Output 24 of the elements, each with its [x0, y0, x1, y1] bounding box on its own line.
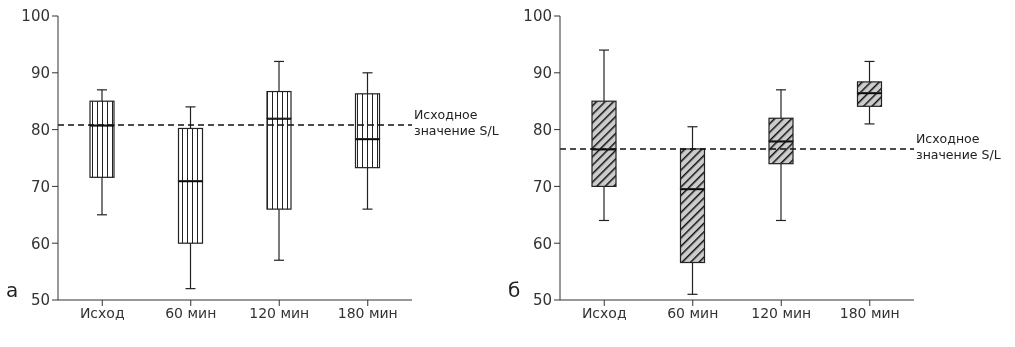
y-tick-label: 90 — [532, 64, 552, 83]
y-tick-label: 100 — [523, 7, 552, 26]
y-tick-label: 70 — [30, 177, 50, 196]
x-tick-label: 60 мин — [165, 304, 217, 321]
x-tick-label: 120 мин — [751, 304, 812, 321]
y-tick-label: 50 — [30, 291, 50, 310]
x-tick-label: 180 мин — [337, 304, 398, 321]
y-tick-label: 60 — [30, 234, 50, 253]
y-tick-label: 70 — [532, 177, 552, 196]
ref-line-label: Исходное значение S/L — [414, 107, 499, 140]
x-tick-label: Исход — [581, 304, 627, 321]
y-tick-label: 80 — [532, 120, 552, 139]
y-tick-label: 80 — [30, 120, 50, 139]
y-tick-label: 90 — [30, 64, 50, 83]
y-tick-label: 60 — [532, 234, 552, 253]
y-tick-label: 50 — [532, 291, 552, 310]
x-tick-label: 120 мин — [249, 304, 310, 321]
ref-line-label: Исходное значение S/L — [916, 130, 1001, 163]
x-tick-label: Исход — [79, 304, 125, 321]
y-tick-label: 100 — [21, 7, 50, 26]
x-tick-label: 60 мин — [667, 304, 719, 321]
text: а — [6, 278, 19, 302]
text: б — [508, 278, 521, 302]
x-tick-label: 180 мин — [839, 304, 900, 321]
